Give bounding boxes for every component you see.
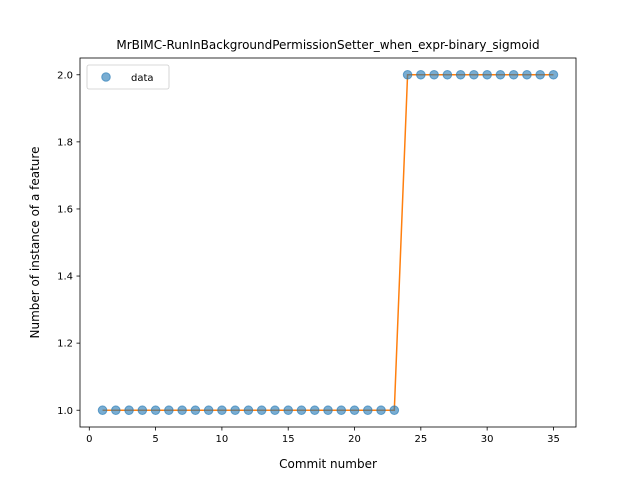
- y-tick-label: 1.8: [57, 137, 73, 148]
- data-point: [548, 69, 559, 80]
- data-point: [190, 405, 201, 416]
- data-point: [164, 405, 174, 416]
- data-point: [469, 69, 479, 80]
- data-point: [336, 405, 347, 416]
- data-point: [522, 69, 532, 80]
- plot-frame: [79, 57, 577, 428]
- legend: data: [86, 64, 170, 90]
- y-tick-label: 1.0: [57, 406, 73, 417]
- y-tick-label: 1.4: [57, 272, 73, 283]
- data-point: [402, 69, 413, 80]
- x-tick-label: 35: [547, 434, 560, 445]
- y-tick-label: 2.0: [57, 70, 73, 81]
- data-point: [243, 405, 254, 416]
- data-point: [256, 405, 267, 416]
- data-point: [442, 69, 453, 80]
- data-point: [495, 69, 506, 80]
- data-point: [482, 69, 492, 80]
- data-point: [203, 405, 214, 416]
- data-point: [416, 69, 426, 80]
- legend-label: data: [131, 73, 154, 84]
- data-point: [309, 405, 320, 416]
- data-point: [323, 405, 333, 416]
- x-tick-label: 5: [152, 434, 158, 445]
- data-point: [389, 405, 400, 416]
- data-point: [124, 405, 134, 416]
- data-point: [150, 405, 161, 416]
- data-points-layer: [97, 69, 559, 416]
- x-tick-label: 20: [348, 434, 361, 445]
- y-tick-label: 1.2: [57, 339, 73, 350]
- data-point: [230, 405, 240, 416]
- y-axis-label: Number of instance of a feature: [28, 147, 42, 339]
- data-point: [535, 69, 545, 80]
- legend-marker: [101, 72, 111, 82]
- data-point: [177, 405, 187, 416]
- data-point: [270, 405, 280, 416]
- data-point: [349, 405, 360, 416]
- data-point: [455, 69, 466, 80]
- x-tick-label: 0: [86, 434, 92, 445]
- x-tick-label: 30: [481, 434, 494, 445]
- y-axis-ticks: 1.0 1.2 1.4 1.6 1.8 2.0: [57, 70, 80, 417]
- x-tick-label: 10: [216, 434, 229, 445]
- data-point: [429, 69, 439, 80]
- data-point: [362, 405, 373, 416]
- data-point: [508, 69, 519, 80]
- x-axis-ticks: 0 5 10 15 20 25 30 35: [86, 427, 560, 445]
- chart-title: MrBIMC-RunInBackgroundPermissionSetter_w…: [116, 38, 539, 52]
- data-point: [111, 405, 121, 416]
- data-point: [296, 405, 307, 416]
- x-tick-label: 15: [282, 434, 295, 445]
- data-point: [137, 405, 148, 416]
- fit-line-layer: [102, 74, 554, 411]
- legend-box: [86, 64, 170, 90]
- data-point: [217, 405, 227, 416]
- x-axis-label: Commit number: [279, 457, 377, 471]
- x-tick-label: 25: [414, 434, 427, 445]
- data-point: [97, 405, 108, 416]
- data-point: [283, 405, 294, 416]
- data-point: [376, 405, 386, 416]
- fit-line: [102, 74, 554, 411]
- y-tick-label: 1.6: [57, 205, 73, 216]
